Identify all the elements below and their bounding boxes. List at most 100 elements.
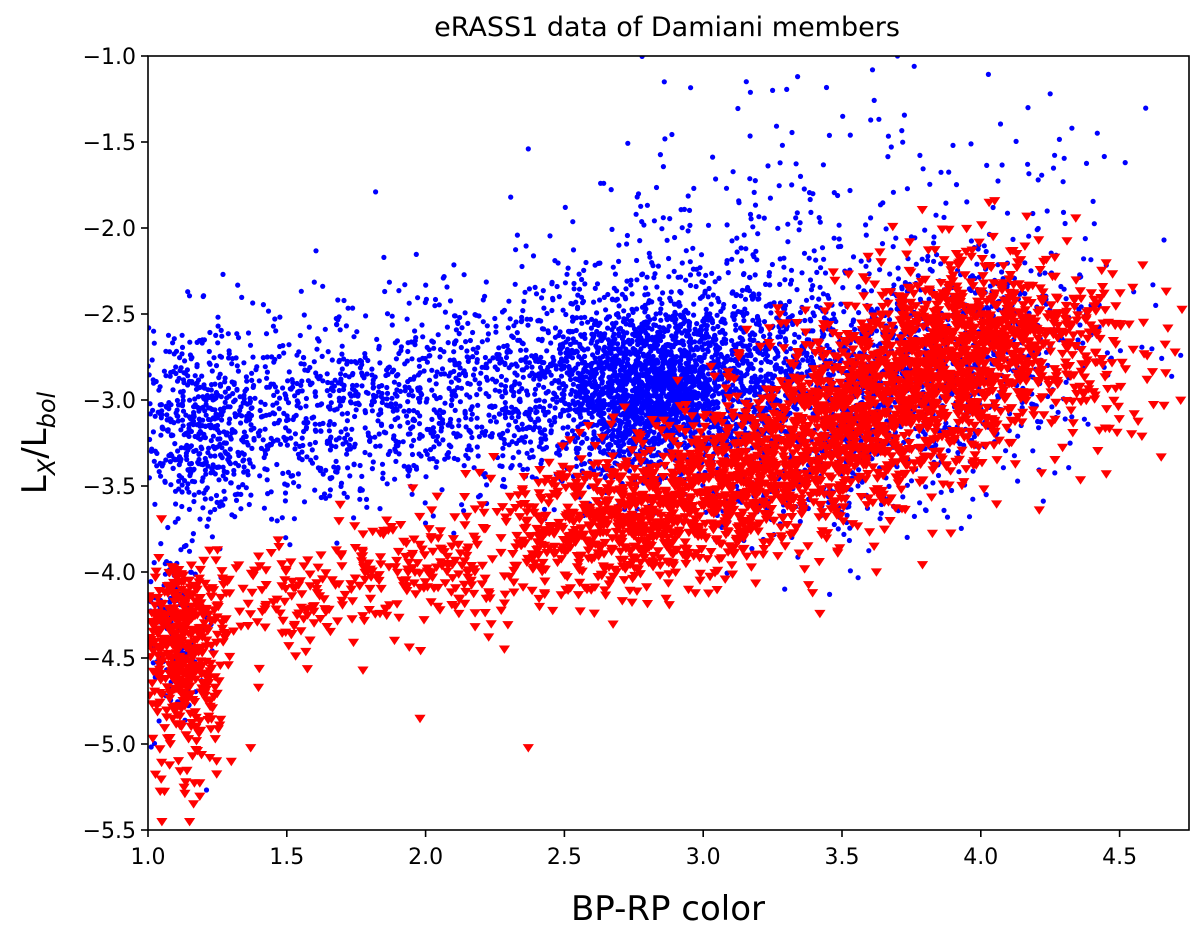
detection-point bbox=[448, 416, 454, 422]
detection-point bbox=[504, 428, 511, 434]
detection-point bbox=[179, 401, 185, 407]
detection-point bbox=[668, 289, 674, 295]
detection-point bbox=[608, 342, 614, 349]
detection-point bbox=[231, 380, 237, 386]
detection-point bbox=[364, 504, 370, 510]
detection-point bbox=[634, 257, 640, 264]
detection-point bbox=[406, 300, 412, 306]
detection-point bbox=[624, 278, 630, 284]
detection-point bbox=[589, 316, 595, 322]
detection-point bbox=[686, 379, 692, 385]
detection-point bbox=[547, 418, 553, 424]
detection-point bbox=[203, 471, 209, 477]
detection-point bbox=[333, 437, 339, 443]
detection-point bbox=[317, 402, 323, 408]
detection-point bbox=[606, 407, 612, 413]
detection-point bbox=[297, 332, 303, 339]
detection-point bbox=[519, 263, 525, 270]
detection-point bbox=[578, 332, 584, 338]
detection-point bbox=[357, 462, 363, 469]
detection-point bbox=[378, 407, 384, 413]
detection-point bbox=[520, 308, 526, 314]
detection-point bbox=[405, 348, 411, 355]
detection-point bbox=[351, 515, 357, 521]
detection-point bbox=[156, 469, 162, 475]
detection-point bbox=[452, 339, 458, 345]
detection-point bbox=[475, 345, 481, 351]
detection-point bbox=[623, 428, 629, 434]
detection-point bbox=[692, 402, 699, 408]
detection-point bbox=[270, 323, 276, 329]
detection-point bbox=[787, 366, 793, 372]
detection-point bbox=[653, 372, 659, 378]
detection-point bbox=[234, 363, 240, 369]
detection-point bbox=[209, 465, 215, 471]
detection-point bbox=[236, 412, 242, 418]
detection-point bbox=[740, 337, 746, 343]
detection-point bbox=[589, 360, 595, 366]
detection-point bbox=[742, 296, 749, 302]
detection-point bbox=[320, 420, 326, 426]
detection-point bbox=[477, 386, 483, 392]
detection-point bbox=[746, 288, 753, 294]
detection-point bbox=[622, 413, 628, 419]
detection-point bbox=[286, 428, 292, 434]
detection-point bbox=[601, 402, 607, 408]
detection-point bbox=[165, 332, 172, 338]
detection-point bbox=[563, 311, 569, 318]
detection-point bbox=[152, 501, 158, 507]
detection-point bbox=[202, 496, 208, 502]
detection-point bbox=[389, 322, 395, 328]
detection-point bbox=[184, 442, 190, 448]
detection-point bbox=[540, 446, 546, 452]
detection-point bbox=[196, 489, 202, 495]
detection-point bbox=[463, 415, 469, 421]
detection-point bbox=[317, 373, 323, 379]
detection-point bbox=[494, 366, 501, 373]
detection-point bbox=[229, 361, 235, 367]
detection-point bbox=[564, 358, 570, 364]
detection-point bbox=[152, 448, 158, 454]
detection-point bbox=[239, 294, 245, 300]
detection-point bbox=[615, 346, 621, 352]
detection-point bbox=[201, 396, 207, 402]
detection-point bbox=[514, 330, 520, 336]
detection-point bbox=[268, 435, 274, 441]
detection-point bbox=[705, 389, 712, 395]
detection-point bbox=[246, 417, 252, 423]
detection-point bbox=[831, 235, 837, 241]
detection-point bbox=[433, 438, 439, 444]
detection-point bbox=[362, 351, 368, 357]
detection-point bbox=[295, 471, 301, 477]
detection-point bbox=[210, 443, 216, 450]
detection-point bbox=[797, 309, 804, 316]
detection-point bbox=[500, 430, 506, 436]
detection-point bbox=[595, 384, 601, 391]
detection-point bbox=[235, 449, 241, 455]
detection-point bbox=[519, 367, 525, 373]
detection-point bbox=[624, 423, 630, 429]
detection-point bbox=[187, 397, 193, 403]
detection-point bbox=[369, 398, 375, 404]
detection-point bbox=[623, 387, 629, 393]
detection-point bbox=[502, 361, 508, 368]
detection-point bbox=[421, 368, 427, 374]
detection-point bbox=[536, 417, 542, 423]
detection-point bbox=[268, 489, 274, 495]
detection-point bbox=[341, 490, 347, 496]
detection-point bbox=[592, 285, 598, 291]
detection-point bbox=[171, 456, 177, 462]
detection-point bbox=[370, 385, 376, 391]
detection-point bbox=[250, 384, 256, 390]
detection-point bbox=[451, 313, 458, 319]
detection-point bbox=[223, 476, 229, 482]
detection-point bbox=[510, 455, 516, 461]
detection-point bbox=[285, 469, 291, 475]
detection-point bbox=[255, 430, 261, 436]
detection-point bbox=[406, 392, 412, 398]
detection-point bbox=[647, 344, 653, 350]
detection-point bbox=[651, 275, 657, 281]
detection-point bbox=[440, 437, 446, 443]
detection-point bbox=[455, 320, 461, 327]
detection-point bbox=[715, 404, 721, 410]
